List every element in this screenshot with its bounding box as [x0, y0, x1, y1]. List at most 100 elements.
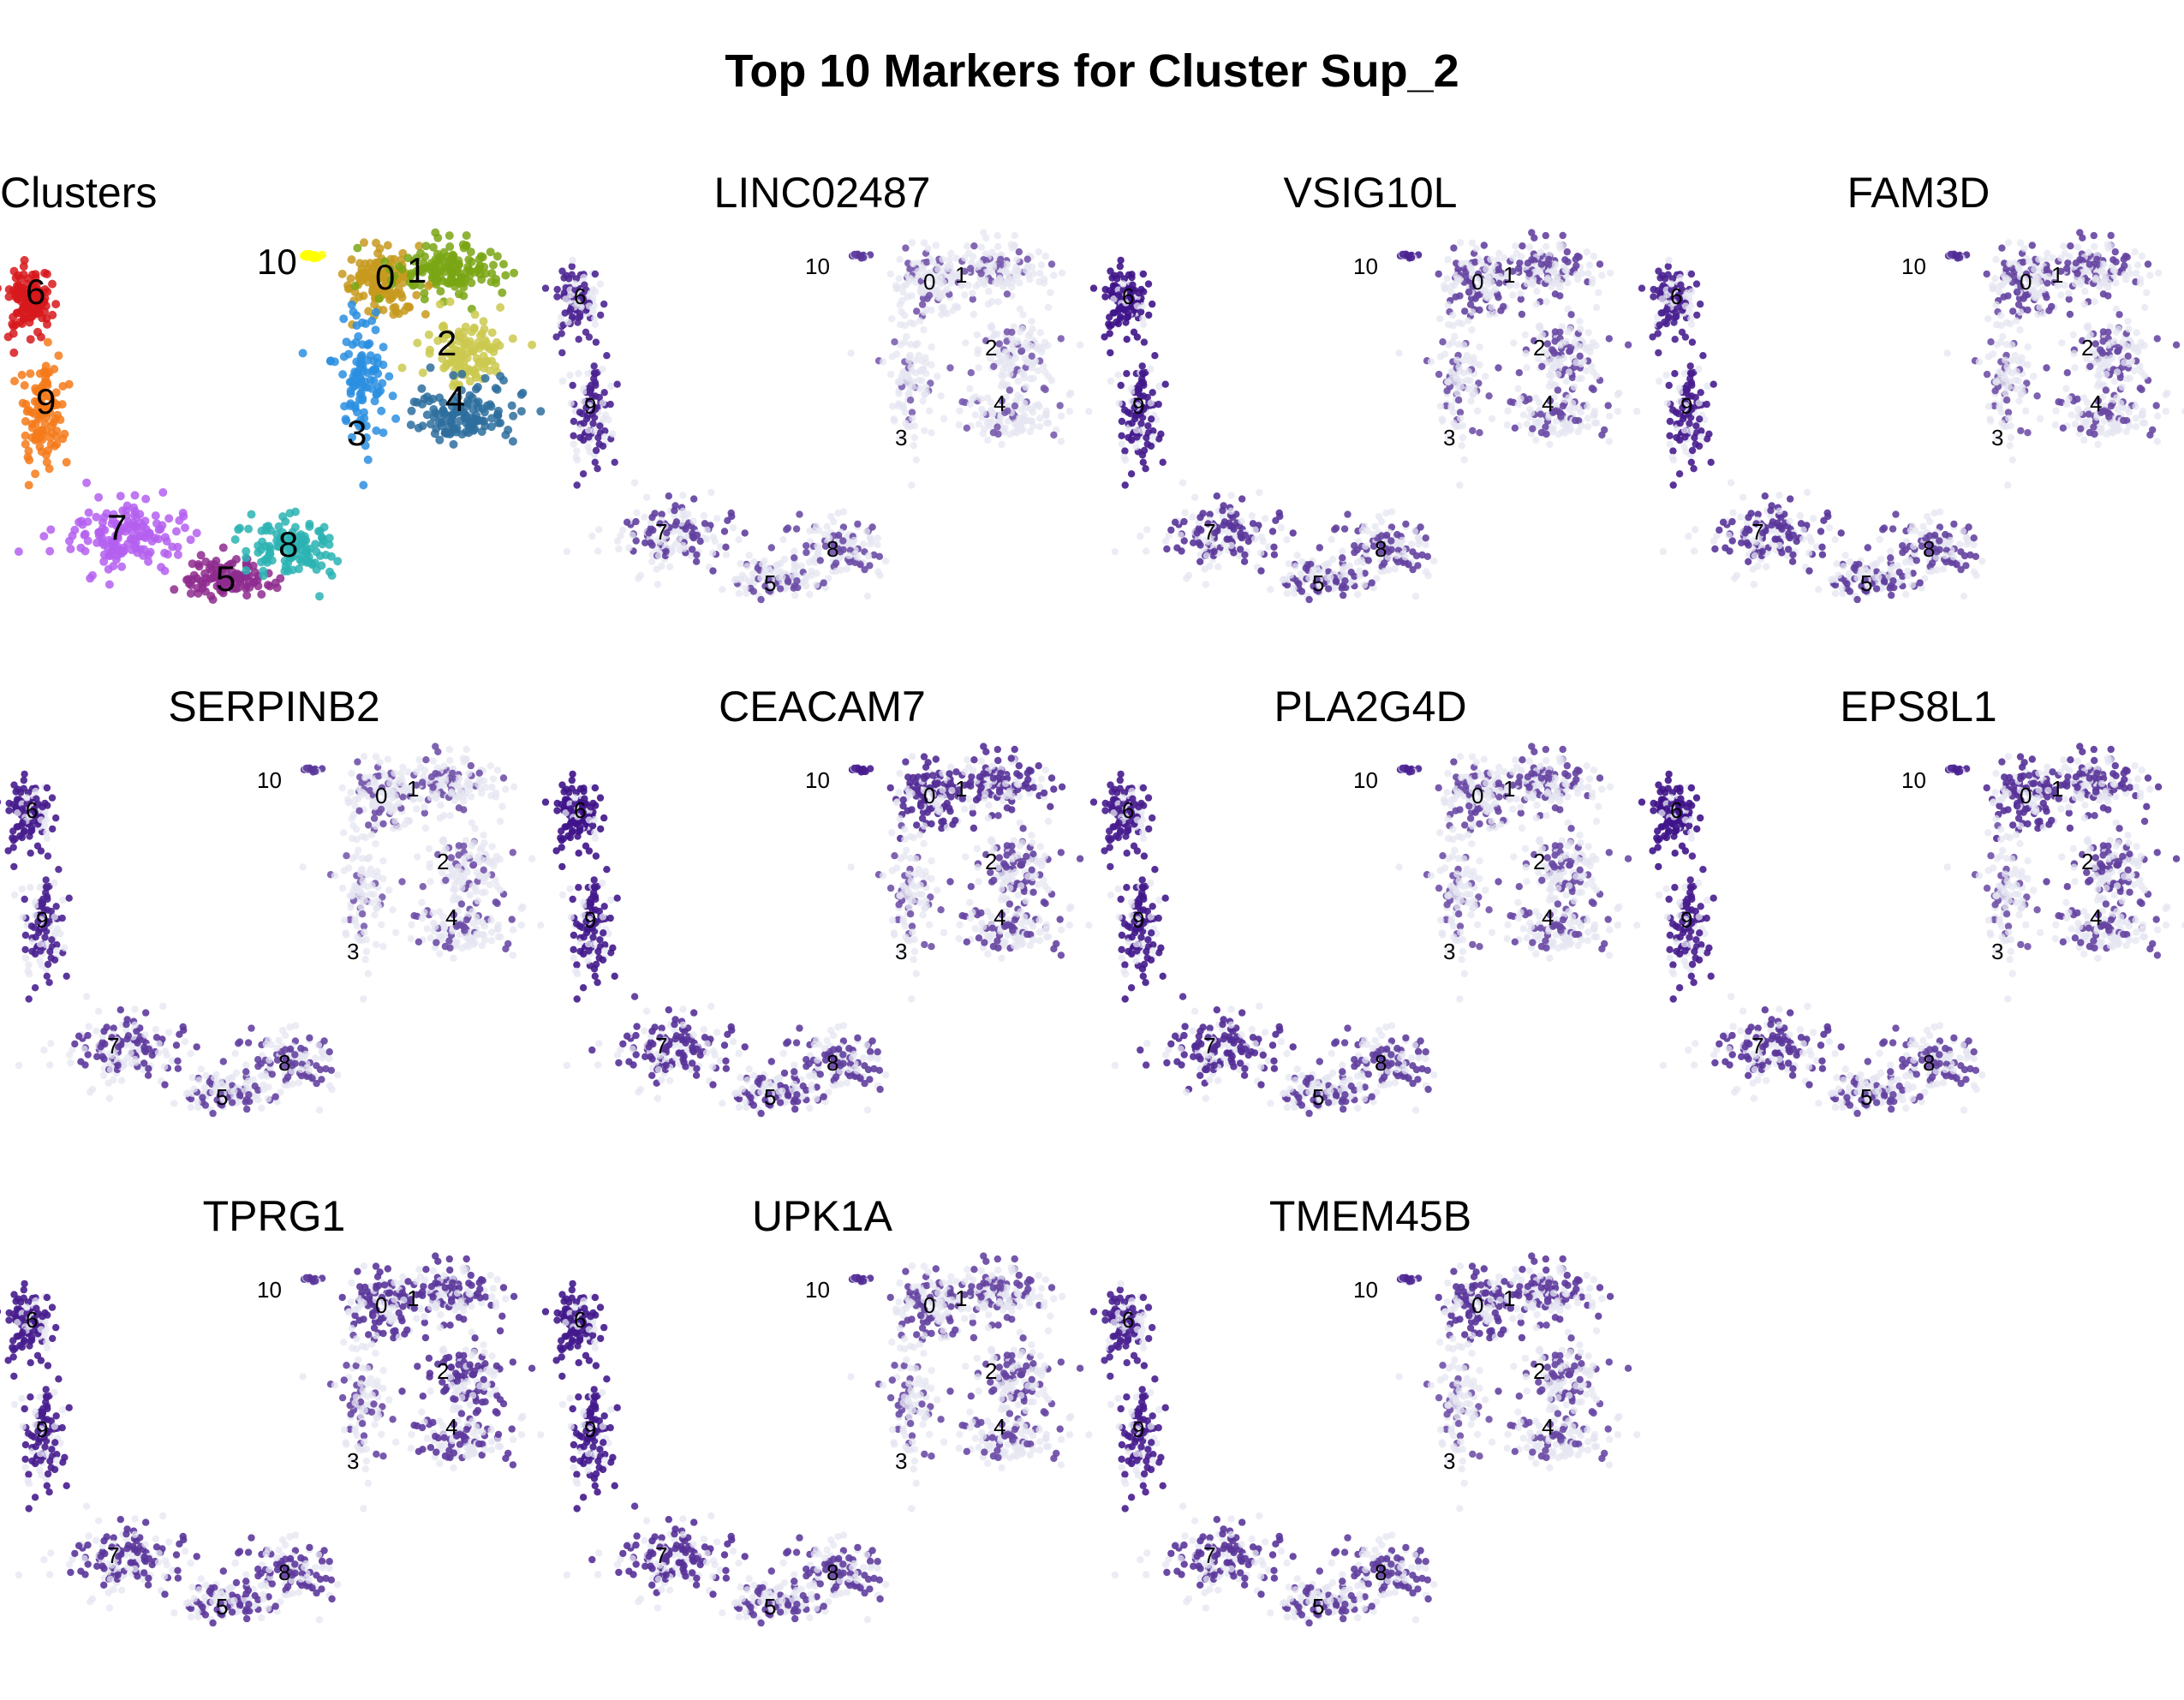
cell-point: [1237, 546, 1244, 552]
cell-point: [1972, 572, 1979, 579]
cell-point: [1118, 382, 1125, 389]
cell-point: [15, 318, 24, 326]
cell-point: [219, 544, 228, 552]
cell-point: [939, 256, 946, 263]
cell-point: [1528, 409, 1535, 416]
cell-point: [619, 527, 626, 534]
cell-point: [1141, 447, 1148, 454]
cell-point: [2139, 408, 2146, 415]
cell-point: [666, 564, 673, 570]
cell-point: [145, 531, 153, 540]
cell-point: [1972, 553, 1979, 560]
cell-point: [910, 384, 916, 391]
cell-point: [1607, 270, 1614, 277]
cell-point: [912, 342, 919, 349]
cell-point: [1738, 540, 1745, 546]
cell-point: [25, 481, 33, 490]
cell-point: [1476, 429, 1483, 436]
cell-point: [701, 512, 707, 519]
cell-point: [1435, 371, 1442, 378]
cell-point: [2057, 291, 2064, 298]
cell-point: [2098, 266, 2105, 273]
cell-point: [58, 400, 67, 409]
cell-point: [1993, 301, 2000, 308]
cell-point: [75, 518, 83, 527]
cell-point: [1155, 383, 1162, 390]
cell-point: [820, 579, 827, 586]
cell-point: [909, 239, 916, 246]
cell-point: [154, 534, 163, 543]
cell-point: [1545, 256, 1552, 263]
cell-point: [1090, 284, 1097, 291]
cell-point: [1956, 540, 1963, 547]
cell-point: [141, 495, 150, 504]
cell-point: [1504, 408, 1511, 415]
cell-point: [1693, 280, 1700, 287]
cell-point: [2037, 415, 2044, 422]
cell-point: [1041, 276, 1047, 283]
cell-point: [996, 275, 1003, 282]
cell-point: [1950, 521, 1957, 528]
cell-point: [576, 336, 582, 343]
cell-point: [1826, 524, 1833, 531]
cell-point: [1024, 359, 1031, 366]
cell-point: [134, 525, 142, 534]
cell-point: [1598, 432, 1605, 438]
cell-point: [1487, 272, 1494, 279]
cell-point: [1586, 261, 1593, 268]
cell-point: [465, 422, 474, 431]
cell-point: [1436, 315, 1443, 322]
cell-point: [1625, 342, 1632, 349]
cell-point: [918, 377, 925, 384]
cell-point: [1085, 408, 1092, 415]
cell-point: [592, 271, 599, 277]
cell-point: [509, 437, 517, 445]
cell-point: [2073, 259, 2080, 266]
cell-point: [1667, 440, 1674, 447]
cell-point: [803, 542, 809, 549]
cell-point: [1569, 400, 1576, 407]
cell-point: [45, 547, 54, 556]
cell-point: [594, 547, 601, 554]
cell-point: [1386, 566, 1393, 573]
cell-point: [385, 373, 393, 381]
cell-point: [160, 549, 169, 558]
cell-point: [1214, 564, 1221, 570]
cell-point: [21, 417, 30, 426]
cell-point: [1456, 481, 1463, 488]
cell-point: [1537, 418, 1543, 425]
cell-point: [921, 427, 928, 434]
cell-point: [1469, 308, 1476, 315]
cell-point: [1519, 311, 1525, 318]
cell-point: [2064, 369, 2071, 376]
cell-point: [569, 257, 576, 264]
cell-point: [697, 538, 704, 545]
cell-point: [1458, 384, 1465, 391]
cluster-label: 0: [923, 269, 935, 295]
cell-point: [1658, 309, 1665, 316]
cell-point: [2126, 422, 2133, 429]
cell-point: [1018, 348, 1025, 355]
cell-point: [682, 526, 689, 533]
cell-point: [2002, 357, 2008, 364]
cell-point: [1847, 558, 1853, 565]
cell-point: [408, 407, 416, 415]
cell-point: [1538, 363, 1545, 370]
cell-point: [1457, 239, 1464, 246]
cell-point: [412, 291, 421, 300]
cell-point: [1066, 391, 1073, 398]
cell-point: [1251, 526, 1258, 533]
cell-point: [844, 565, 850, 572]
cell-point: [1633, 408, 1640, 415]
cell-point: [1122, 481, 1129, 488]
cell-point: [1729, 509, 1736, 516]
cell-point: [436, 300, 445, 308]
cell-point: [1163, 546, 1170, 552]
cell-point: [1768, 502, 1775, 509]
cell-point: [863, 528, 870, 534]
cell-point: [1762, 492, 1769, 499]
cell-point: [985, 288, 992, 295]
